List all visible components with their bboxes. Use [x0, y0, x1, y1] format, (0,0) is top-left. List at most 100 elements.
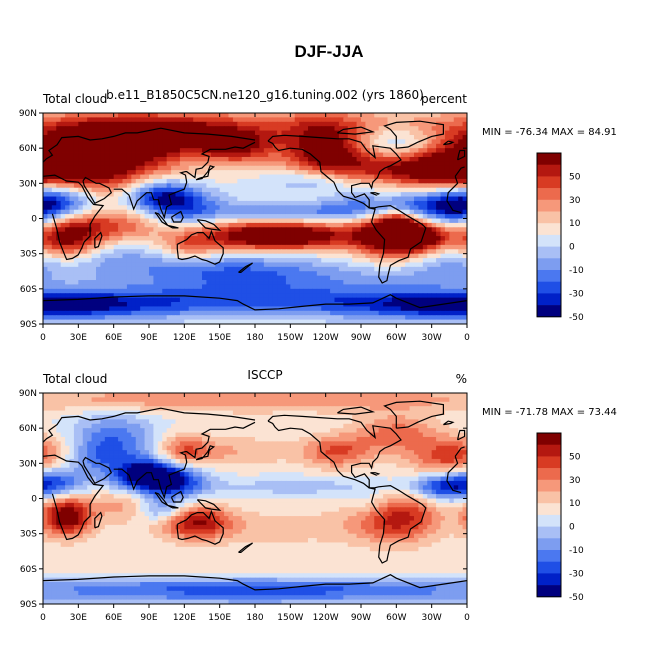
heatmap-cell [316, 187, 322, 193]
heatmap-cell [184, 401, 190, 407]
heatmap-cell [338, 121, 344, 127]
heatmap-cell [277, 183, 282, 189]
heatmap-cell [219, 266, 225, 272]
heatmap-cell [69, 393, 75, 398]
heatmap-cell [303, 200, 309, 206]
heatmap-cell [131, 397, 137, 403]
heatmap-cell [69, 139, 75, 145]
heatmap-cell [162, 143, 168, 149]
heatmap-cell [210, 288, 216, 294]
heatmap-cell [436, 315, 441, 321]
heatmap-cell [153, 240, 159, 246]
heatmap-cell [87, 113, 92, 118]
heatmap-cell [126, 117, 132, 123]
heatmap-cell [427, 183, 433, 189]
heatmap-cell [409, 165, 415, 171]
heatmap-cell [427, 284, 433, 290]
heatmap-cell [118, 231, 123, 237]
heatmap-cells [43, 393, 468, 605]
heatmap-cell [347, 306, 353, 312]
heatmap-cell [343, 205, 349, 211]
heatmap-cell [250, 156, 256, 162]
heatmap-cell [462, 227, 468, 233]
heatmap-cell [409, 156, 415, 162]
heatmap-cell [171, 280, 176, 285]
heatmap-cell [325, 319, 331, 325]
heatmap-cell [228, 253, 234, 259]
heatmap-cell [316, 200, 322, 206]
heatmap-cell [255, 209, 260, 215]
heatmap-cell [374, 183, 380, 189]
heatmap-cell [131, 113, 137, 118]
heatmap-cell [281, 209, 287, 215]
heatmap-cell [365, 218, 371, 224]
heatmap-cell [149, 284, 154, 290]
heatmap-cell [285, 310, 291, 316]
heatmap-cell [82, 218, 88, 224]
heatmap-cell [47, 187, 53, 193]
heatmap-cell [162, 297, 168, 303]
heatmap-cell [321, 236, 327, 241]
heatmap-cell [294, 178, 300, 184]
heatmap-cell [153, 183, 159, 189]
heatmap-cell [409, 170, 415, 175]
heatmap-cell [268, 183, 274, 189]
heatmap-cell [330, 266, 335, 272]
heatmap-cell [73, 205, 79, 211]
heatmap-cell [250, 271, 256, 277]
heatmap-cell [436, 258, 441, 263]
heatmap-cell [378, 170, 384, 175]
heatmap-cell [427, 397, 433, 403]
heatmap-cell [193, 236, 198, 241]
heatmap-cell [237, 275, 243, 281]
heatmap-cell [197, 262, 203, 268]
heatmap-cell [303, 271, 309, 277]
heatmap-cell [268, 222, 274, 228]
heatmap-cell [436, 192, 441, 197]
heatmap-cell [361, 280, 366, 285]
heatmap-cell [126, 200, 132, 206]
heatmap-cell [65, 161, 70, 167]
heatmap-cell [338, 170, 344, 175]
heatmap-cell [409, 187, 415, 193]
heatmap-cell [179, 266, 185, 272]
heatmap-cell [135, 253, 141, 259]
heatmap-cell [246, 139, 251, 145]
heatmap-cell [352, 266, 357, 272]
heatmap-cell [259, 156, 265, 162]
heatmap-cell [149, 205, 154, 211]
heatmap-cell [82, 170, 88, 175]
heatmap-cell [100, 262, 106, 268]
heatmap-cell [153, 148, 159, 153]
heatmap-cell [131, 196, 137, 202]
heatmap-cell [126, 275, 132, 281]
heatmap-cell [440, 227, 446, 233]
heatmap-cell [250, 192, 256, 197]
heatmap-cell [409, 222, 415, 228]
heatmap-cell [387, 275, 393, 281]
heatmap-cell [365, 139, 371, 145]
heatmap-cell [228, 244, 234, 250]
heatmap-cell [78, 284, 84, 290]
heatmap-cell [356, 148, 362, 153]
heatmap-cell [325, 231, 331, 237]
heatmap-cell [104, 227, 110, 233]
heatmap-cell [43, 209, 48, 215]
heatmap-cell [458, 214, 463, 219]
heatmap-cell [308, 117, 313, 123]
heatmap-cell [361, 275, 366, 281]
heatmap-cell [118, 244, 123, 250]
heatmap-cell [126, 401, 132, 407]
heatmap-cell [338, 187, 344, 193]
heatmap-cell [285, 148, 291, 153]
heatmap-cell [338, 271, 344, 277]
heatmap-cell [246, 302, 251, 307]
heatmap-cell [109, 293, 115, 299]
heatmap-cell [352, 139, 357, 145]
heatmap-cell [330, 306, 335, 312]
heatmap-cell [51, 258, 57, 263]
heatmap-cell [47, 227, 53, 233]
heatmap-cell [113, 297, 119, 303]
heatmap-cell [162, 249, 168, 255]
heatmap-cell [285, 284, 291, 290]
